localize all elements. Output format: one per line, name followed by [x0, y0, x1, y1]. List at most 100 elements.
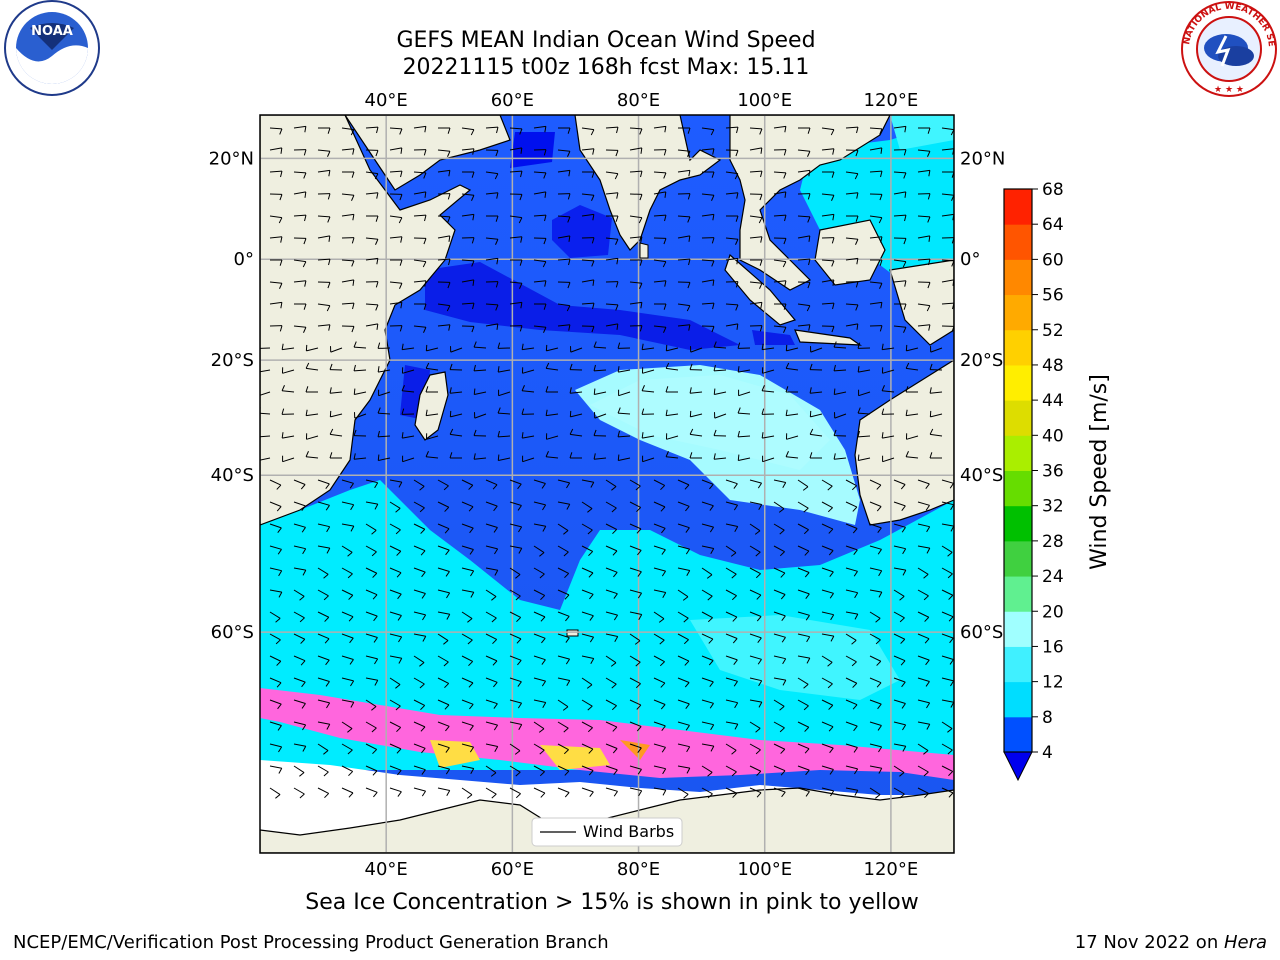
wind-barb	[293, 280, 307, 287]
wind-barb	[269, 545, 282, 555]
wind-barb	[881, 385, 895, 393]
wind-barb	[317, 193, 331, 200]
wind-barb	[269, 721, 282, 731]
lat-tick-right: 20°N	[960, 148, 1005, 169]
wind-barb	[533, 171, 547, 179]
wind-barb	[797, 235, 811, 242]
wind-barb	[653, 501, 666, 512]
wind-barb	[617, 454, 631, 461]
wind-barb	[893, 149, 907, 156]
wind-barb	[389, 501, 401, 513]
wind-barb	[701, 148, 715, 155]
wind-barb	[413, 721, 426, 732]
wind-barb	[365, 655, 379, 665]
wind-barb	[941, 765, 954, 777]
wind-barb	[857, 366, 871, 373]
wind-barb	[389, 479, 403, 488]
wind-barb	[917, 215, 931, 223]
wind-barb	[402, 455, 415, 463]
wind-barb	[317, 765, 329, 777]
wind-barb	[821, 127, 835, 136]
wind-barb	[365, 303, 379, 311]
wind-barb	[377, 342, 391, 349]
wind-barb	[317, 501, 330, 511]
wind-barb	[833, 429, 847, 437]
wind-barb	[929, 363, 943, 371]
wind-barb	[749, 301, 763, 309]
wind-barb	[521, 432, 535, 439]
wind-barb	[869, 787, 881, 799]
wind-barb	[401, 343, 415, 351]
wind-barb	[509, 523, 523, 533]
wind-barb	[509, 479, 522, 490]
wind-barb	[581, 479, 595, 488]
wind-barb	[941, 611, 954, 622]
wind-barb	[533, 125, 547, 133]
wind-barb	[653, 611, 665, 623]
wind-barb	[821, 787, 835, 797]
wind-barb	[605, 479, 617, 491]
wind-barb	[269, 523, 282, 533]
wind-barb	[305, 344, 319, 352]
wind-barb	[941, 721, 953, 733]
wind-barb	[941, 677, 954, 687]
wind-barb	[341, 545, 353, 557]
wind-barb	[581, 148, 595, 155]
wind-barb	[845, 655, 857, 667]
wind-barb	[738, 389, 751, 397]
wind-barb	[293, 237, 307, 245]
wind-barb	[629, 677, 641, 689]
wind-barb	[317, 149, 331, 157]
wind-barb	[797, 611, 810, 621]
wind-barb	[413, 191, 427, 198]
wind-barb	[869, 589, 883, 598]
wind-barb	[905, 362, 919, 371]
wind-barb	[401, 408, 415, 415]
wind-barb	[533, 479, 546, 489]
colorbar-tick: 44	[1042, 391, 1064, 411]
wind-barb	[557, 699, 569, 711]
wind-barb	[653, 191, 667, 198]
wind-barb	[581, 237, 595, 244]
wind-barb	[509, 147, 523, 154]
wind-barb	[833, 388, 847, 395]
wind-barb	[461, 743, 475, 753]
wind-barb	[558, 127, 571, 134]
wind-barb	[929, 387, 943, 394]
wind-barb	[497, 366, 511, 373]
wind-barb	[341, 721, 353, 733]
wind-barb	[809, 363, 823, 371]
colorbar-segment	[1004, 224, 1032, 260]
wind-barb	[293, 191, 307, 198]
wind-barb	[677, 633, 689, 645]
wind-barb	[582, 171, 595, 178]
wind-barb	[762, 455, 775, 463]
wind-barb	[545, 362, 559, 371]
wind-barb	[917, 721, 931, 730]
colorbar-segment	[1004, 716, 1032, 753]
wind-barb	[845, 323, 859, 330]
wind-barb	[449, 410, 463, 418]
wind-barb	[893, 259, 907, 268]
wind-barb	[917, 501, 930, 511]
wind-barb	[557, 149, 571, 157]
wind-barb	[605, 787, 618, 797]
wind-barb	[857, 342, 871, 349]
wind-barb	[341, 633, 354, 644]
wind-barb	[365, 699, 377, 711]
wind-barb	[797, 479, 809, 491]
wind-barb	[413, 655, 425, 667]
wind-barb	[605, 523, 618, 535]
wind-barb	[437, 235, 451, 242]
wind-barb	[581, 325, 595, 333]
lat-tick-left: 0°	[234, 249, 254, 270]
wind-barb	[797, 721, 810, 732]
wind-barb	[413, 677, 425, 689]
wind-barb	[882, 455, 895, 463]
wind-barb	[437, 787, 451, 796]
wind-barb	[845, 765, 859, 775]
wind-barb	[521, 385, 535, 393]
wind-barb	[317, 324, 331, 331]
wind-barb	[509, 215, 523, 224]
wind-barb	[461, 501, 474, 512]
